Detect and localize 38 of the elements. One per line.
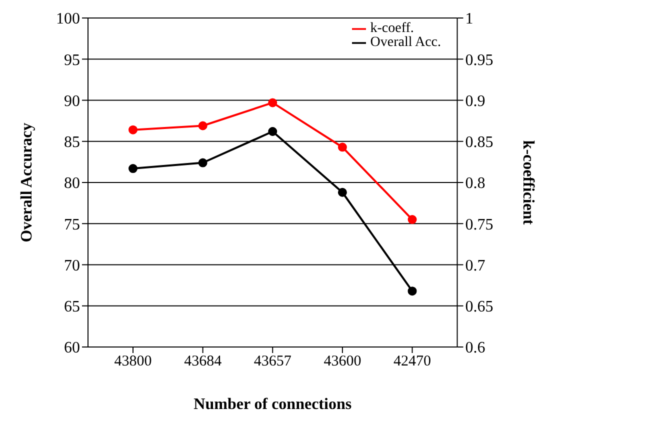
y2-tick-label: 0.65: [465, 298, 494, 316]
y-tick-label: 95: [64, 52, 80, 69]
y2-axis-title: k-coefficient: [520, 140, 537, 226]
y2-tick-label: 0.6: [465, 340, 486, 357]
y2-tick-label: 0.9: [465, 92, 486, 110]
legend-label: Overall Acc.: [370, 35, 441, 50]
y-tick-label: 90: [64, 92, 80, 110]
point: [268, 127, 278, 136]
y-tick-label: 80: [64, 175, 80, 192]
y2-tick-label: 0.95: [465, 52, 494, 69]
x-tick-label: 43800: [114, 354, 152, 370]
point: [198, 121, 208, 130]
x-axis-title: Number of connections: [194, 396, 352, 413]
y-tick-label: 60: [64, 340, 80, 357]
y2-tick-label: 0.75: [465, 216, 494, 234]
point: [338, 142, 347, 152]
y2-tick-label: 0.7: [465, 257, 486, 274]
x-tick-label: 43657: [254, 354, 292, 370]
point: [128, 125, 138, 134]
y-tick-label: 85: [64, 134, 80, 152]
point: [128, 164, 138, 174]
y-tick-label: 70: [64, 257, 80, 274]
y2-tick-label: 0.85: [465, 134, 494, 152]
y-axis-title: Overall Accuracy: [18, 122, 36, 242]
point: [408, 286, 417, 296]
y-tick-label: 75: [64, 216, 80, 234]
x-tick-label: 43600: [324, 354, 362, 370]
legend-label: k-coeff.: [370, 21, 414, 36]
x-tick-label: 43684: [184, 354, 222, 370]
y2-tick-label: 0.8: [465, 175, 486, 192]
point: [198, 158, 208, 168]
y2-tick-label: 1: [465, 10, 474, 28]
point: [268, 98, 278, 108]
y-tick-label: 65: [64, 298, 80, 316]
point: [408, 215, 417, 224]
y-tick-label: 100: [56, 10, 80, 28]
x-tick-label: 42470: [394, 354, 431, 370]
point: [338, 188, 347, 197]
